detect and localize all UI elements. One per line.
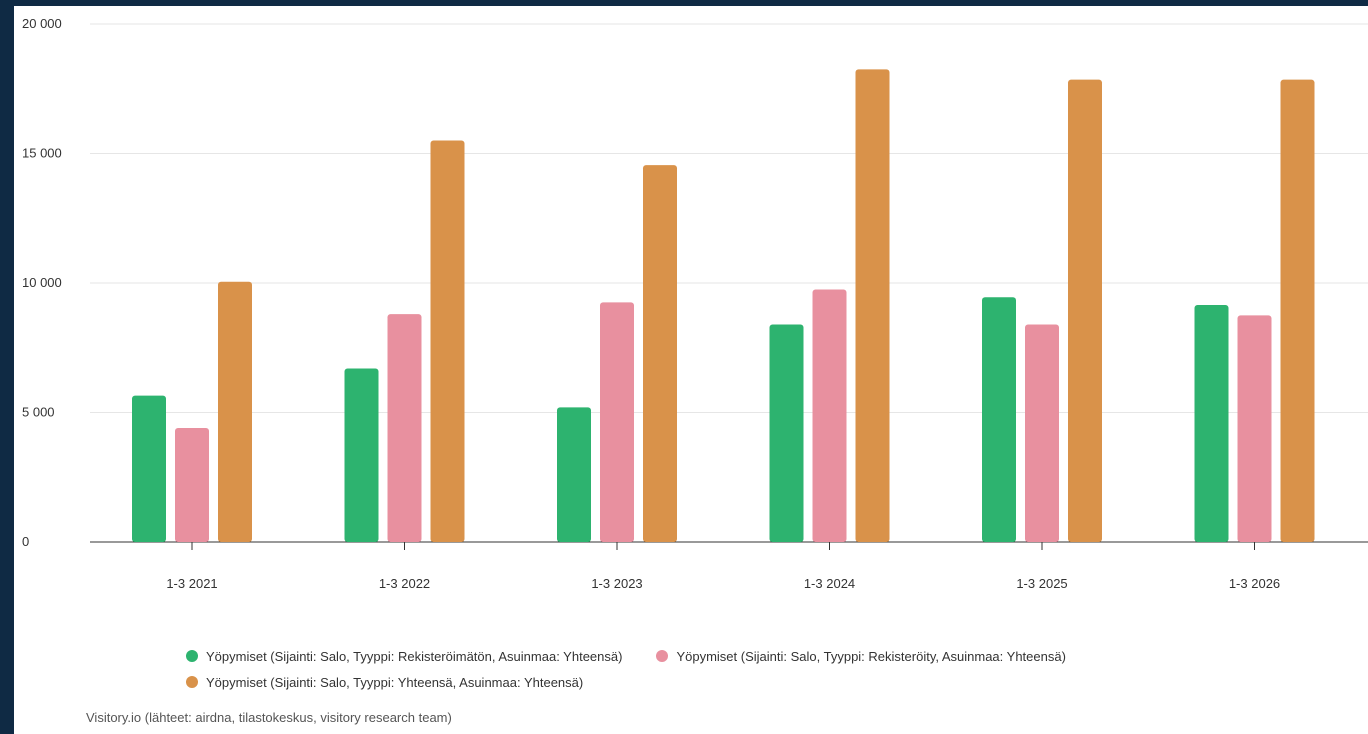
- x-tick-label: 1-3 2026: [1229, 576, 1280, 591]
- x-tick-label: 1-3 2024: [804, 576, 855, 591]
- legend-marker-registered: [656, 650, 669, 662]
- bar: [132, 395, 166, 542]
- legend-item-total[interactable]: Yöpymiset (Sijainti: Salo, Tyyppi: Yhtee…: [186, 675, 583, 690]
- y-tick-label: 10 000: [22, 275, 62, 290]
- legend-label-total: Yöpymiset (Sijainti: Salo, Tyyppi: Yhtee…: [206, 674, 584, 690]
- bar-chart: 0 5 000 10 000 15 000 20 000 1-3 2021 1-3 2022…: [22, 16, 1368, 591]
- bar: [600, 302, 634, 542]
- bar: [430, 140, 465, 543]
- bar: [855, 69, 890, 542]
- y-tick-label: 15 000: [22, 146, 62, 161]
- bar: [387, 314, 422, 542]
- y-tick-label: 0: [22, 534, 29, 549]
- y-tick-label: 5 000: [22, 405, 55, 420]
- legend-marker-unregistered: [186, 650, 198, 662]
- legend-item-unregistered[interactable]: Yöpymiset (Sijainti: Salo, Tyyppi: Rekis…: [186, 649, 622, 664]
- legend: Yöpymiset (Sijainti: Salo, Tyyppi: Rekis…: [186, 643, 1286, 695]
- legend-label-registered: Yöpymiset (Sijainti: Salo, Tyyppi: Rekis…: [676, 648, 1066, 664]
- legend-item-registered[interactable]: Yöpymiset (Sijainti: Salo, Tyyppi: Rekis…: [656, 648, 1066, 664]
- bar: [1280, 79, 1315, 542]
- bar: [1237, 315, 1272, 542]
- source-credit: Visitory.io (lähteet: airdna, tilastokes…: [86, 710, 452, 725]
- bar: [1194, 305, 1229, 542]
- bar: [769, 324, 804, 542]
- bar: [982, 297, 1016, 542]
- y-tick-label: 20 000: [22, 16, 62, 31]
- x-tick-label: 1-3 2021: [166, 576, 217, 591]
- legend-marker-total: [186, 676, 198, 688]
- bar: [812, 289, 847, 542]
- x-tick-label: 1-3 2022: [379, 576, 430, 591]
- bar: [344, 368, 379, 542]
- x-tick-label: 1-3 2025: [1016, 576, 1067, 591]
- chart-container: 0 5 000 10 000 15 000 20 000 1-3 2021 1-3 2022…: [14, 6, 1368, 734]
- bar: [1068, 79, 1102, 542]
- bar: [218, 281, 252, 542]
- bar: [643, 165, 677, 542]
- bar: [175, 428, 209, 542]
- bar: [1025, 324, 1059, 542]
- x-tick-label: 1-3 2023: [591, 576, 642, 591]
- legend-label-unregistered: Yöpymiset (Sijainti: Salo, Tyyppi: Rekis…: [206, 648, 623, 664]
- bar: [557, 407, 591, 542]
